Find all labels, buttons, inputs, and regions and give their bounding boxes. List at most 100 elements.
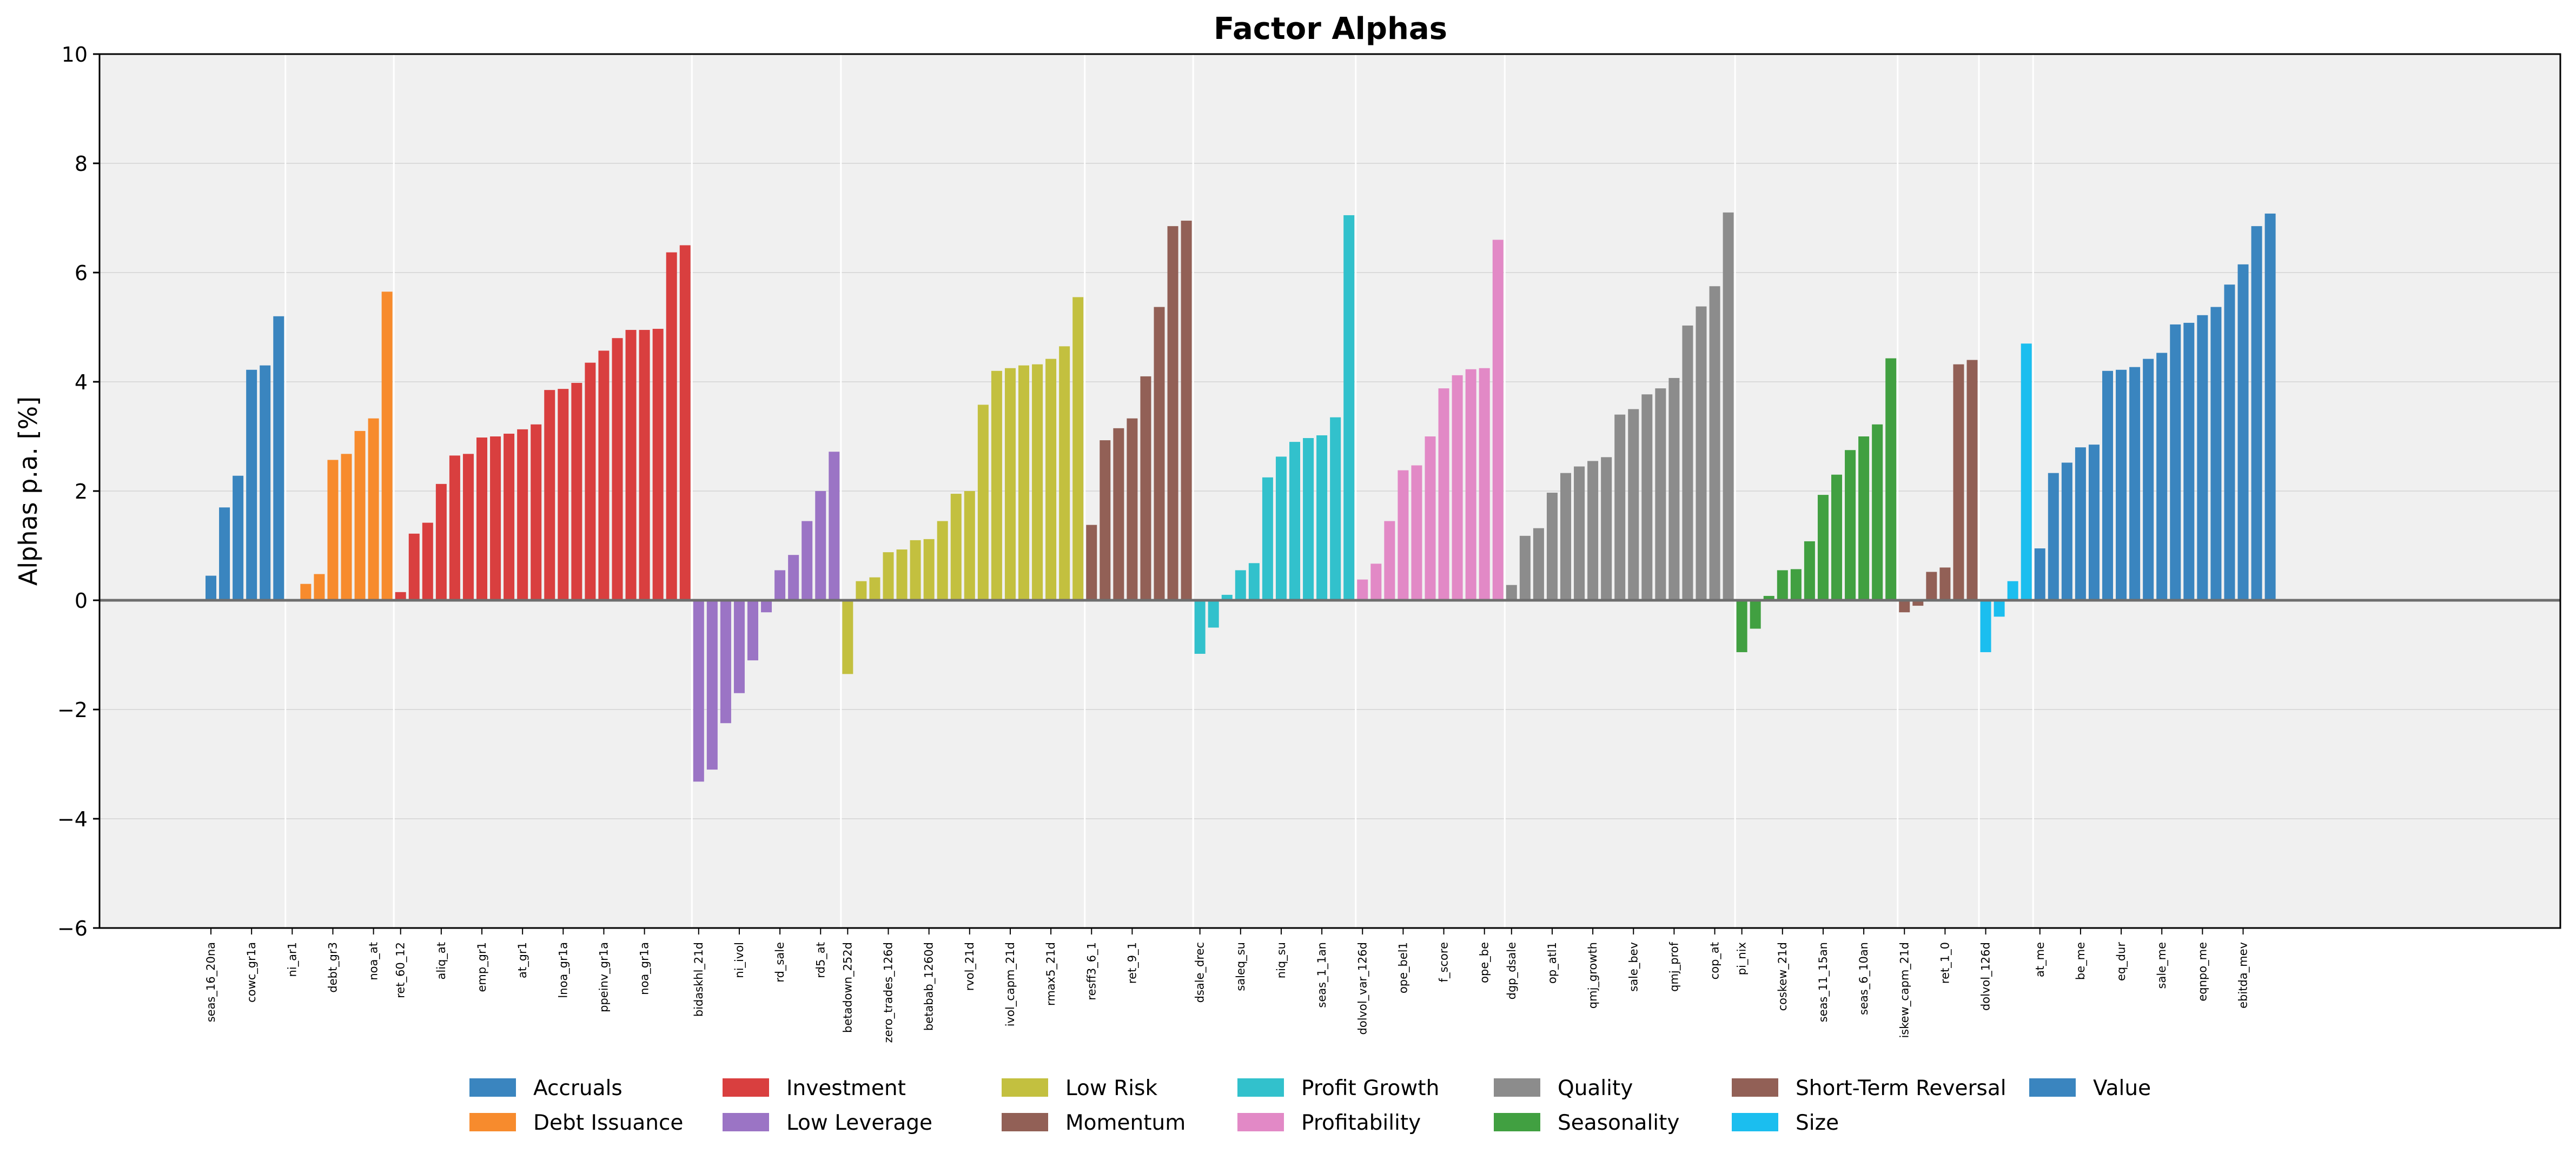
x-tick-label: betabab_1260d	[923, 942, 936, 1031]
x-tick-label: aliq_at	[435, 942, 448, 979]
bar	[1614, 414, 1626, 600]
bar	[2224, 284, 2235, 600]
legend-swatch	[1732, 1113, 1778, 1131]
bar	[679, 245, 691, 600]
x-tick-label: rmax5_21d	[1044, 942, 1058, 1006]
legend-swatch	[723, 1078, 769, 1097]
bar	[585, 362, 596, 600]
bar	[991, 370, 1002, 600]
bar	[1316, 435, 1328, 600]
bar	[1411, 465, 1422, 600]
bar	[504, 433, 515, 600]
x-tick-label: rd5_at	[814, 942, 827, 978]
bar	[2075, 447, 2086, 600]
x-tick-label: saleq_su	[1234, 942, 1248, 991]
x-tick-label: ope_bel1	[1396, 942, 1410, 993]
legend-swatch	[1494, 1113, 1540, 1131]
bar	[964, 491, 975, 600]
bar	[2048, 473, 2059, 600]
bar	[1750, 600, 1761, 629]
x-tick-label: eq_dur	[2115, 942, 2128, 981]
bar	[2102, 370, 2113, 600]
bar	[706, 600, 718, 770]
y-tick-label: 4	[75, 370, 88, 394]
bar	[1275, 456, 1287, 600]
x-tick-label: ppeinv_gr1a	[597, 942, 611, 1012]
legend-label: Seasonality	[1558, 1111, 1680, 1135]
bar	[544, 390, 555, 600]
bar	[1032, 364, 1043, 600]
bars-layer	[206, 212, 2276, 782]
bar	[1519, 535, 1531, 600]
bar	[2197, 315, 2208, 600]
bar	[1303, 438, 1314, 600]
group-separators	[284, 54, 2034, 928]
x-tick-label: ni_ar1	[286, 942, 299, 977]
x-tick-label: op_atl1	[1546, 942, 1559, 984]
bar	[1885, 358, 1897, 600]
x-tick-label: seas_6_10an	[1857, 942, 1871, 1015]
legend-label: Investment	[786, 1076, 906, 1101]
bar	[1059, 346, 1070, 600]
bar	[531, 424, 542, 600]
bar	[1817, 495, 1829, 600]
y-tick-label: −6	[57, 917, 88, 940]
bar	[1181, 221, 1192, 600]
bar	[1696, 306, 1707, 600]
bar	[910, 540, 921, 600]
x-tick-label: cowc_gr1a	[245, 942, 259, 1003]
bar	[1723, 212, 1734, 600]
bar	[1641, 394, 1653, 600]
bar	[1438, 388, 1449, 600]
x-tick-label: lnoa_gr1a	[557, 942, 570, 998]
bar	[761, 600, 772, 613]
bar	[1167, 226, 1178, 600]
bar	[354, 430, 366, 600]
bar	[2143, 359, 2154, 600]
x-tick-label: ivol_capm_21d	[1004, 942, 1017, 1026]
bar	[1262, 477, 1273, 600]
bar	[869, 577, 880, 600]
bar	[408, 533, 420, 600]
bar	[1736, 600, 1747, 652]
bar	[2088, 445, 2100, 600]
legend-label: Low Leverage	[786, 1111, 932, 1135]
bar	[246, 369, 257, 600]
bar	[219, 507, 230, 600]
bar	[733, 600, 745, 693]
legend-swatch	[1002, 1113, 1048, 1131]
bar	[2183, 322, 2195, 600]
x-tick-label: resff3_6_1	[1085, 942, 1098, 1000]
bar	[476, 438, 487, 600]
bar	[1628, 409, 1639, 600]
bar	[449, 455, 460, 600]
x-tick-label: debt_gr3	[326, 942, 340, 993]
y-tick-label: −2	[57, 698, 88, 722]
bar	[1939, 567, 1951, 600]
bar	[1045, 359, 1057, 600]
bar	[802, 521, 813, 600]
bar	[1208, 600, 1219, 628]
bar	[1343, 215, 1355, 600]
bar	[1831, 474, 1842, 600]
x-tick-label: qmj_growth	[1586, 942, 1600, 1009]
bar	[1425, 436, 1436, 600]
x-tick-label: ret_1_0	[1938, 942, 1952, 984]
bar	[1560, 473, 1571, 600]
bar	[1086, 525, 1097, 600]
legend-swatch	[1002, 1078, 1048, 1097]
bar	[341, 454, 352, 600]
x-tick-label: iskew_capm_21d	[1898, 942, 1911, 1038]
bar	[2129, 367, 2141, 600]
bar	[314, 574, 325, 600]
bar	[2061, 462, 2072, 600]
bar	[206, 575, 216, 600]
bar	[233, 475, 244, 600]
x-tick-label: cop_at	[1708, 942, 1722, 979]
bar	[747, 600, 758, 661]
bar	[1357, 579, 1368, 600]
x-tick-label: f_score	[1438, 942, 1451, 982]
bar	[435, 483, 447, 600]
bar	[1398, 470, 1409, 600]
bar	[625, 330, 637, 600]
